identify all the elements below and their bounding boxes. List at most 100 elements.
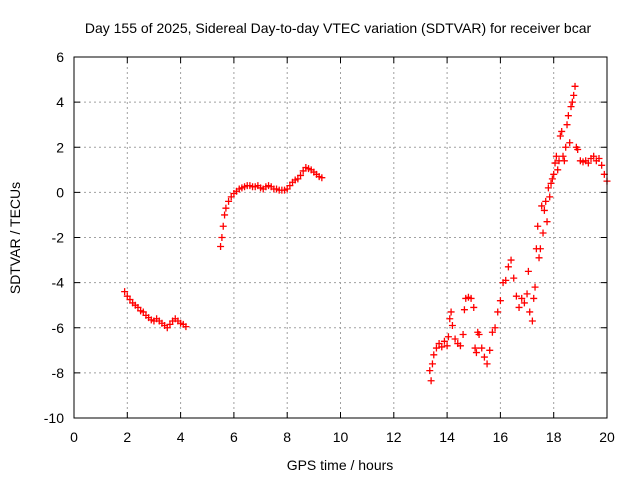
x-tick-label: 20 xyxy=(599,429,615,445)
y-tick-label: -8 xyxy=(52,365,65,381)
data-point xyxy=(483,360,491,368)
data-point xyxy=(566,139,574,147)
data-point xyxy=(560,157,568,165)
data-point xyxy=(552,152,560,160)
data-point xyxy=(222,204,230,212)
data-point xyxy=(478,344,486,352)
data-point xyxy=(494,308,502,316)
y-tick-label: -2 xyxy=(52,230,65,246)
data-point xyxy=(598,161,606,169)
data-point xyxy=(571,82,579,90)
data-point xyxy=(535,254,543,262)
data-point xyxy=(564,112,572,120)
data-point xyxy=(584,159,592,167)
data-point xyxy=(217,243,225,251)
data-point xyxy=(459,331,467,339)
data-point xyxy=(502,276,510,284)
x-tick-label: 14 xyxy=(439,429,455,445)
data-point xyxy=(438,343,446,351)
data-point xyxy=(430,351,438,359)
x-tick-label: 2 xyxy=(123,429,131,445)
y-tick-label: -4 xyxy=(52,275,65,291)
data-point xyxy=(182,323,190,331)
data-point xyxy=(491,324,499,332)
data-point xyxy=(520,299,528,307)
data-point xyxy=(546,193,554,201)
data-point xyxy=(540,206,548,214)
x-tick-label: 4 xyxy=(177,429,185,445)
data-point xyxy=(542,197,550,205)
data-point xyxy=(480,353,488,361)
data-point xyxy=(426,367,434,375)
x-tick-label: 16 xyxy=(493,429,509,445)
data-point xyxy=(515,303,523,311)
data-point xyxy=(590,152,598,160)
x-tick-label: 12 xyxy=(386,429,402,445)
data-point xyxy=(121,288,129,296)
y-axis-label: SDTVAR / TECUs xyxy=(7,182,23,294)
data-point xyxy=(548,175,556,183)
y-tick-label: 2 xyxy=(56,139,64,155)
data-point xyxy=(318,174,326,182)
data-point xyxy=(558,127,566,135)
data-points xyxy=(121,82,611,385)
data-point xyxy=(595,155,603,163)
data-point xyxy=(472,349,480,357)
data-point xyxy=(562,143,570,151)
data-point xyxy=(471,344,479,352)
data-point xyxy=(510,274,518,282)
data-point xyxy=(486,346,494,354)
data-point xyxy=(551,159,559,167)
data-point xyxy=(218,234,226,241)
data-point xyxy=(460,306,468,314)
data-point xyxy=(563,121,571,129)
data-point xyxy=(221,211,229,219)
data-point xyxy=(440,337,448,345)
data-point xyxy=(297,171,305,179)
y-tick-label: 4 xyxy=(56,94,64,110)
data-point xyxy=(496,297,504,305)
data-point xyxy=(539,229,547,237)
data-point xyxy=(543,218,551,226)
x-tick-label: 18 xyxy=(546,429,562,445)
x-tick-label: 8 xyxy=(283,429,291,445)
data-point xyxy=(427,377,435,385)
data-point xyxy=(488,328,496,336)
data-point xyxy=(219,222,227,230)
data-point xyxy=(538,202,546,210)
y-tick-label: -10 xyxy=(44,410,64,426)
data-point xyxy=(556,132,564,140)
data-point xyxy=(447,308,455,316)
data-point xyxy=(456,342,464,350)
data-point xyxy=(512,292,520,300)
y-tick-label: 6 xyxy=(56,49,64,65)
data-point xyxy=(475,331,483,339)
data-point xyxy=(536,245,544,253)
data-point xyxy=(524,267,532,275)
data-point xyxy=(448,321,456,329)
y-tick-label: -6 xyxy=(52,320,65,336)
data-point xyxy=(432,344,440,352)
data-point xyxy=(428,360,436,368)
y-tick-label: 0 xyxy=(56,184,64,200)
data-point xyxy=(568,98,576,106)
data-point xyxy=(504,263,512,271)
data-point xyxy=(446,315,454,323)
x-axis-label: GPS time / hours xyxy=(287,457,394,473)
x-tick-label: 10 xyxy=(333,429,349,445)
data-point xyxy=(550,170,558,178)
data-point xyxy=(544,184,552,192)
data-point xyxy=(225,197,233,205)
data-point xyxy=(467,294,475,302)
chart-title: Day 155 of 2025, Sidereal Day-to-day VTE… xyxy=(85,20,592,36)
chart-grid xyxy=(74,57,607,418)
data-point xyxy=(559,152,567,160)
data-point xyxy=(518,294,526,302)
data-point xyxy=(470,303,478,311)
tick-labels: 0 2 4 6 8 10 12 14 16 18 20 -10 -8 -6 -4 -2 0 2 4 6 xyxy=(44,49,615,445)
data-point xyxy=(547,179,555,187)
data-point xyxy=(534,222,542,230)
data-point xyxy=(554,166,562,174)
data-point xyxy=(526,308,534,316)
